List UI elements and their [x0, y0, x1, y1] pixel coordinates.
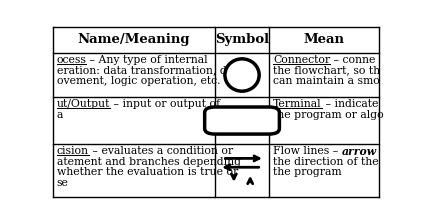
Text: – input or output of: – input or output of [110, 99, 220, 109]
Text: cision: cision [56, 146, 88, 156]
Text: – conne: – conne [330, 55, 376, 65]
Text: ovement, logic operation, etc.: ovement, logic operation, etc. [56, 76, 220, 86]
Text: Symbol: Symbol [215, 33, 269, 46]
Text: eration: data transformation, data: eration: data transformation, data [56, 65, 243, 76]
Text: a: a [56, 110, 63, 120]
Text: the flowchart, so th: the flowchart, so th [273, 65, 380, 76]
Text: se: se [56, 178, 69, 188]
Text: Name/Meaning: Name/Meaning [77, 33, 190, 46]
Text: ocess: ocess [56, 55, 86, 65]
Text: the direction of the: the direction of the [273, 156, 379, 167]
Text: the program: the program [273, 167, 342, 177]
Text: whether the evaluation is true or: whether the evaluation is true or [56, 167, 238, 177]
Text: ut/Output: ut/Output [56, 99, 110, 109]
Text: – evaluates a condition or: – evaluates a condition or [88, 146, 233, 156]
Text: – indicate: – indicate [322, 99, 378, 109]
Text: arrow: arrow [342, 146, 377, 157]
Ellipse shape [225, 59, 259, 91]
Text: Mean: Mean [304, 33, 344, 46]
Text: can maintain a smo: can maintain a smo [273, 76, 380, 86]
FancyBboxPatch shape [205, 107, 280, 134]
Text: – Any type of internal: – Any type of internal [86, 55, 208, 65]
Text: the program or algo: the program or algo [273, 110, 384, 120]
Text: Flow lines –: Flow lines – [273, 146, 342, 156]
Text: Connector: Connector [273, 55, 330, 65]
Text: atement and branches depending: atement and branches depending [56, 156, 240, 167]
Text: Terminal: Terminal [273, 99, 322, 109]
